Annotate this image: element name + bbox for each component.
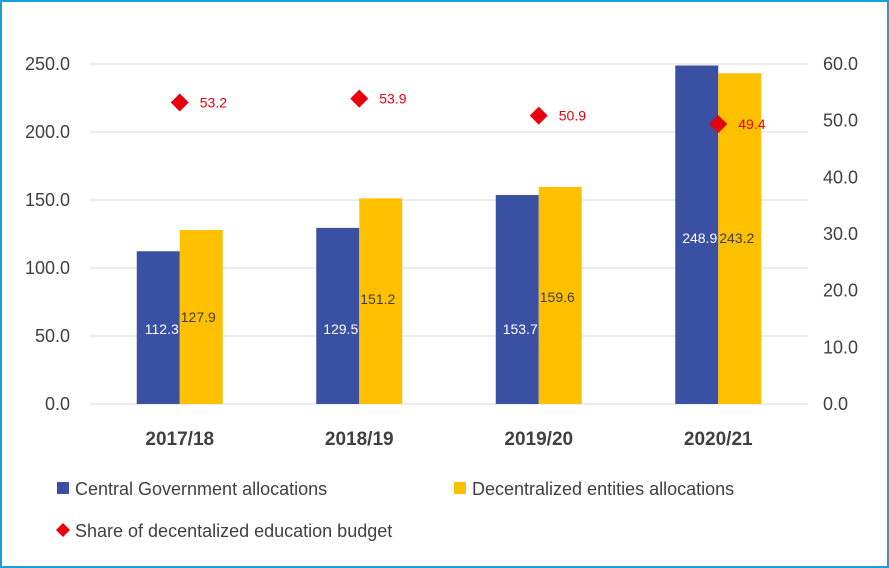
left-tick-label: 100.0 bbox=[25, 258, 70, 278]
share-marker bbox=[170, 93, 189, 112]
decentralized-bar bbox=[179, 230, 223, 404]
share-label: 53.2 bbox=[200, 95, 227, 111]
legend-swatch-share bbox=[56, 523, 70, 537]
right-axis-ticks: 0.0 10.0 20.0 30.0 40.0 50.0 60.0 bbox=[823, 54, 858, 414]
right-tick-label: 0.0 bbox=[823, 394, 848, 414]
central-bar-label: 112.3 bbox=[145, 321, 179, 337]
right-tick-label: 40.0 bbox=[823, 167, 858, 187]
right-tick-label: 10.0 bbox=[823, 337, 858, 357]
left-tick-label: 0.0 bbox=[45, 394, 70, 414]
right-tick-label: 50.0 bbox=[823, 111, 858, 131]
central-bar bbox=[495, 194, 539, 404]
decentralized-bar-label: 151.2 bbox=[360, 291, 395, 307]
share-label: 53.9 bbox=[379, 91, 406, 107]
category-labels: 2017/18 2018/19 2019/20 2020/21 bbox=[145, 429, 753, 450]
legend-swatch-decentralized bbox=[454, 482, 466, 494]
left-tick-label: 200.0 bbox=[25, 122, 70, 142]
category-label: 2019/20 bbox=[504, 429, 573, 450]
legend-swatch-central bbox=[57, 482, 69, 494]
legend-label-central: Central Government allocations bbox=[75, 479, 327, 499]
bars bbox=[136, 65, 762, 405]
category-label: 2018/19 bbox=[325, 429, 394, 450]
decentralized-bar bbox=[359, 198, 403, 404]
decentralized-bar-label: 127.9 bbox=[181, 309, 216, 325]
central-bar bbox=[316, 227, 360, 404]
left-tick-label: 150.0 bbox=[25, 190, 70, 210]
central-bar bbox=[675, 65, 719, 404]
legend: Central Government allocations Decentrali… bbox=[56, 479, 734, 541]
right-tick-label: 30.0 bbox=[823, 224, 858, 244]
legend-label-share: Share of decentalized education budget bbox=[75, 521, 392, 541]
category-label: 2020/21 bbox=[684, 429, 753, 450]
central-bar-label: 129.5 bbox=[323, 321, 358, 337]
right-tick-label: 20.0 bbox=[823, 281, 858, 301]
share-markers: 53.2 53.9 50.9 49.4 bbox=[170, 89, 766, 134]
central-bar-label: 153.7 bbox=[503, 321, 538, 337]
central-bar bbox=[136, 251, 180, 404]
right-tick-label: 60.0 bbox=[823, 54, 858, 74]
category-label: 2017/18 bbox=[145, 429, 214, 450]
share-marker bbox=[709, 115, 728, 134]
decentralized-bar bbox=[718, 73, 762, 405]
share-marker bbox=[529, 106, 548, 125]
share-label: 50.9 bbox=[559, 108, 586, 124]
share-marker bbox=[350, 89, 369, 108]
left-tick-label: 50.0 bbox=[35, 326, 70, 346]
decentralized-bar bbox=[538, 186, 582, 404]
left-tick-label: 250.0 bbox=[25, 54, 70, 74]
decentralized-bar-label: 159.6 bbox=[540, 289, 575, 305]
left-axis-ticks: 0.0 50.0 100.0 150.0 200.0 250.0 bbox=[25, 54, 70, 414]
decentralized-bar-label: 243.2 bbox=[719, 230, 754, 246]
share-label: 49.4 bbox=[738, 116, 765, 132]
legend-label-decentralized: Decentralized entities allocations bbox=[472, 479, 734, 499]
central-bar-label: 248.9 bbox=[682, 230, 717, 246]
